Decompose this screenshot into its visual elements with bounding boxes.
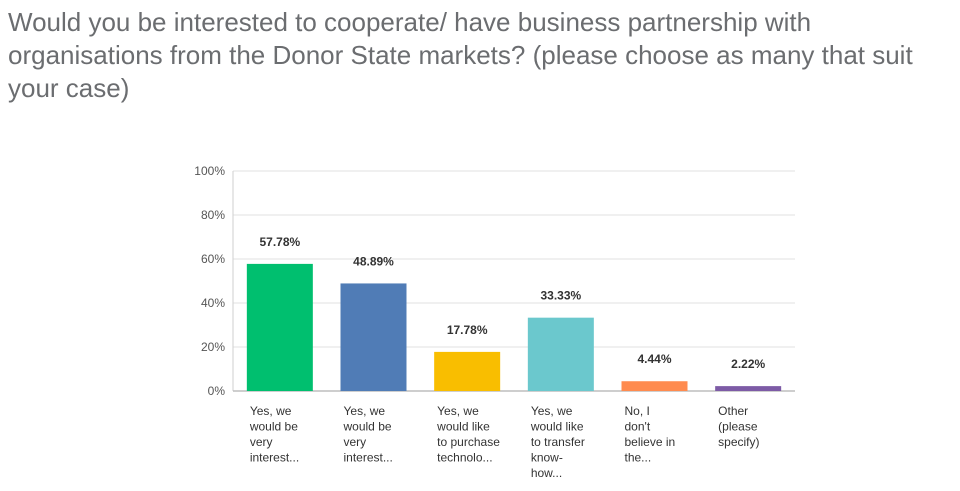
y-tick-label: 20% [201, 340, 225, 354]
bar [246, 263, 313, 391]
data-label: 48.89% [353, 254, 394, 268]
category-label-line: Yes, we [437, 404, 479, 418]
data-label: 2.22% [731, 357, 765, 371]
category-label: Other (please specify) [718, 404, 759, 449]
category-label-line: Yes, we [531, 404, 573, 418]
category-label-line: very [344, 435, 367, 449]
y-tick-label: 80% [201, 208, 225, 222]
bar [434, 351, 501, 391]
y-tick-label: 100% [194, 164, 225, 178]
category-label-line: would like [436, 420, 490, 434]
category-label-line: would be [343, 420, 392, 434]
category-label-line: to transfer [531, 435, 585, 449]
y-tick-label: 40% [201, 296, 225, 310]
bar [527, 317, 594, 391]
category-label-line: Other [718, 404, 748, 418]
category-label-line: would be [249, 420, 298, 434]
bar [715, 386, 782, 391]
category-label-line: specify) [718, 435, 759, 449]
category-label-line: know- [531, 451, 563, 465]
data-label: 33.33% [540, 289, 581, 303]
category-label-line: Yes, we [344, 404, 386, 418]
category-label: Yes, we would like to transfer know-how... [530, 404, 585, 480]
bar [340, 283, 407, 391]
y-tick-label: 0% [208, 384, 226, 398]
category-label: Yes, we would like to purchase technolo... [436, 404, 500, 465]
category-label-line: Yes, we [250, 404, 292, 418]
category-label-line: (please [718, 420, 758, 434]
category-label: No, I don't believe in the... [625, 404, 676, 465]
bar [621, 381, 688, 391]
category-label-line: interest... [250, 451, 299, 465]
category-label-line: the... [625, 451, 652, 465]
data-label: 57.78% [259, 235, 300, 249]
category-label-line: would like [530, 420, 584, 434]
category-label-line: No, I [625, 404, 650, 418]
y-tick-label: 60% [201, 252, 225, 266]
category-label-line: interest... [344, 451, 393, 465]
data-label: 17.78% [447, 323, 488, 337]
data-label: 4.44% [637, 352, 671, 366]
category-label-line: how... [531, 466, 562, 480]
category-label-line: very [250, 435, 273, 449]
category-label-line: to purchase [437, 435, 500, 449]
category-label: Yes, we would be very interest... [343, 404, 393, 465]
category-label: Yes, we would be very interest... [249, 404, 299, 465]
category-label-line: believe in [625, 435, 676, 449]
category-label-line: don't [625, 420, 651, 434]
category-label-line: technolo... [437, 451, 492, 465]
question-title: Would you be interested to cooperate/ ha… [8, 7, 913, 103]
